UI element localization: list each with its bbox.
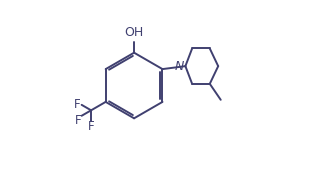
Text: OH: OH	[125, 26, 144, 39]
Text: F: F	[74, 98, 81, 111]
Text: F: F	[75, 114, 82, 127]
Text: F: F	[88, 120, 94, 133]
Text: N: N	[174, 60, 184, 73]
